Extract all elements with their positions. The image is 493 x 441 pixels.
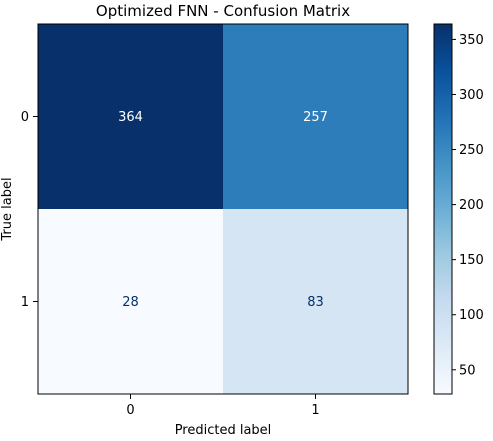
matrix-cell-1-1 — [223, 209, 408, 394]
x-axis-label: Predicted label — [175, 423, 272, 438]
colorbar-tick-label-3: 200 — [459, 198, 484, 213]
x-tick-label-1: 1 — [311, 403, 319, 418]
cell-value-label-0-0: 364 — [118, 110, 143, 125]
colorbar-tick-label-0: 50 — [459, 363, 476, 378]
matrix-cell-1-0 — [38, 209, 223, 394]
plot-frame — [37, 23, 409, 395]
cell-value-label-0-1: 257 — [303, 110, 328, 125]
colorbar-ticks: 50 100 150 200 250 300 350 — [452, 33, 484, 378]
colorbar-tick-label-5: 300 — [459, 88, 484, 103]
matrix-cell-0-0 — [38, 24, 223, 209]
colorbar — [434, 24, 452, 394]
y-axis-label: True label — [0, 177, 15, 241]
colorbar-tick-label-2: 150 — [459, 253, 484, 268]
chart-title: Optimized FNN - Confusion Matrix — [96, 2, 350, 20]
matrix-cells: 364 257 28 83 — [38, 24, 408, 394]
y-axis-ticks: 01 — [21, 110, 38, 310]
colorbar-tick-label-6: 350 — [459, 33, 484, 48]
matrix-cell-0-1 — [223, 24, 408, 209]
y-tick-label-0: 0 — [21, 110, 29, 125]
colorbar-tick-label-4: 250 — [459, 143, 484, 158]
x-tick-label-0: 0 — [126, 403, 134, 418]
cell-value-label-1-1: 83 — [307, 295, 324, 310]
cell-value-label-1-0: 28 — [122, 295, 139, 310]
y-tick-label-1: 1 — [21, 295, 29, 310]
colorbar-tick-label-1: 100 — [459, 308, 484, 323]
colorbar-frame — [433, 23, 453, 395]
